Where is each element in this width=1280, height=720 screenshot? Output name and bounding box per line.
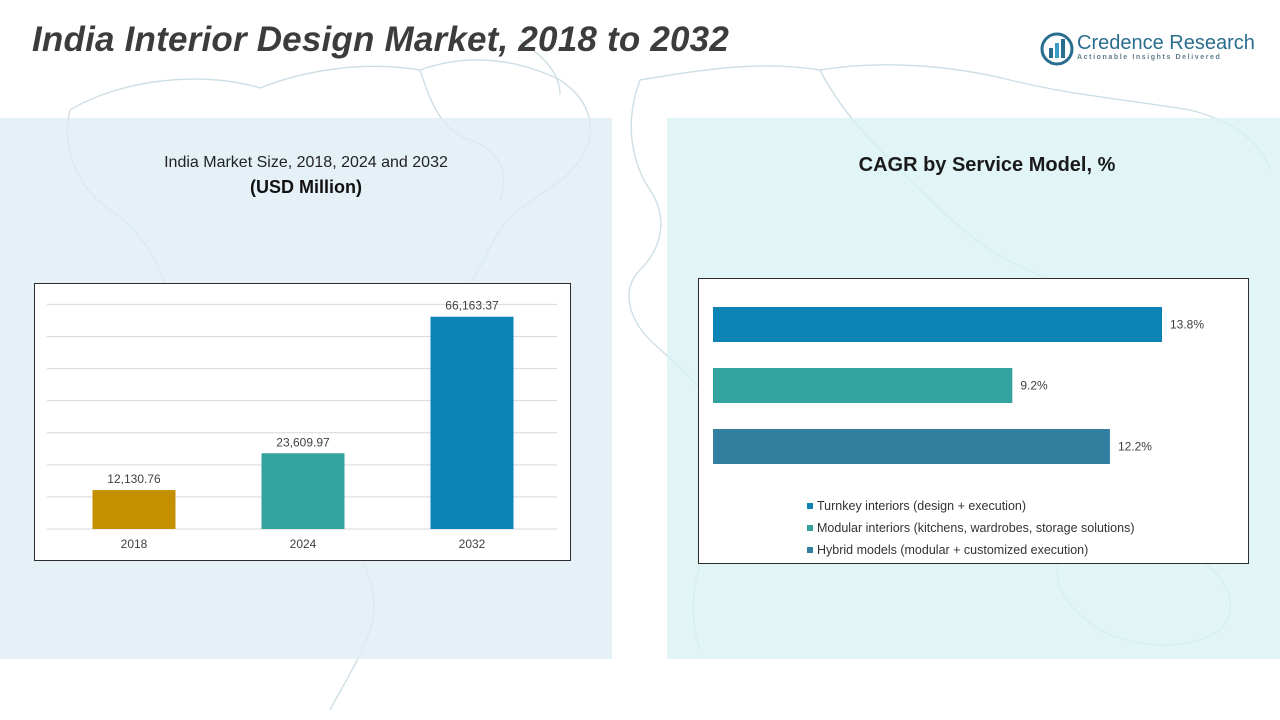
market-size-subtitle: India Market Size, 2018, 2024 and 2032 — [164, 154, 448, 171]
legend-swatch — [807, 525, 813, 531]
cagr-value-label: 13.8% — [1170, 318, 1204, 332]
page-title: India Interior Design Market, 2018 to 20… — [32, 20, 729, 59]
bar-value-label: 23,609.97 — [276, 435, 330, 449]
cagr-title: CAGR by Service Model, % — [858, 154, 1116, 176]
legend-swatch — [807, 503, 813, 509]
x-tick-label: 2018 — [121, 537, 148, 551]
legend-item-turnkey: Turnkey interiors (design + execution) — [807, 495, 1135, 517]
x-tick-label: 2024 — [290, 537, 317, 551]
cagr-bar-hybrid — [713, 429, 1110, 464]
cagr-value-label: 12.2% — [1118, 440, 1152, 454]
brand-logo-icon — [1040, 32, 1074, 66]
legend-label: Hybrid models (modular + customized exec… — [817, 543, 1089, 557]
cagr-bar-chart: 13.8% 9.2% 12.2% — [713, 307, 1204, 464]
cagr-bar-modular — [713, 368, 1013, 403]
bar-value-label: 66,163.37 — [445, 299, 499, 313]
legend-label: Turnkey interiors (design + execution) — [817, 499, 1027, 513]
legend-item-hybrid: Hybrid models (modular + customized exec… — [807, 539, 1135, 561]
bar-value-label: 12,130.76 — [107, 472, 161, 486]
cagr-legend: Turnkey interiors (design + execution) Mo… — [807, 495, 1135, 561]
bar-2024 — [261, 453, 345, 529]
market-size-unit: (USD Million) — [250, 177, 362, 197]
bar-2032 — [430, 316, 514, 529]
cagr-value-label: 9.2% — [1020, 379, 1048, 393]
legend-item-modular: Modular interiors (kitchens, wardrobes, … — [807, 517, 1135, 539]
cagr-bar-turnkey — [713, 307, 1162, 342]
brand-tagline: Actionable Insights Delivered — [1077, 54, 1222, 61]
legend-label: Modular interiors (kitchens, wardrobes, … — [817, 521, 1135, 535]
bar-2018 — [92, 490, 176, 529]
brand-logo: Credence Research Actionable Insights De… — [1040, 30, 1255, 70]
market-size-chart: 12,130.76 2018 23,609.97 2024 66,163.37 2032 — [34, 283, 571, 561]
brand-name: Credence Research — [1077, 32, 1255, 54]
market-size-bar-chart: 12,130.76 2018 23,609.97 2024 66,163.37 2032 — [47, 299, 557, 551]
legend-swatch — [807, 547, 813, 553]
cagr-chart: 13.8% 9.2% 12.2% Turnkey interiors (design… — [698, 278, 1249, 564]
x-tick-label: 2032 — [459, 537, 486, 551]
